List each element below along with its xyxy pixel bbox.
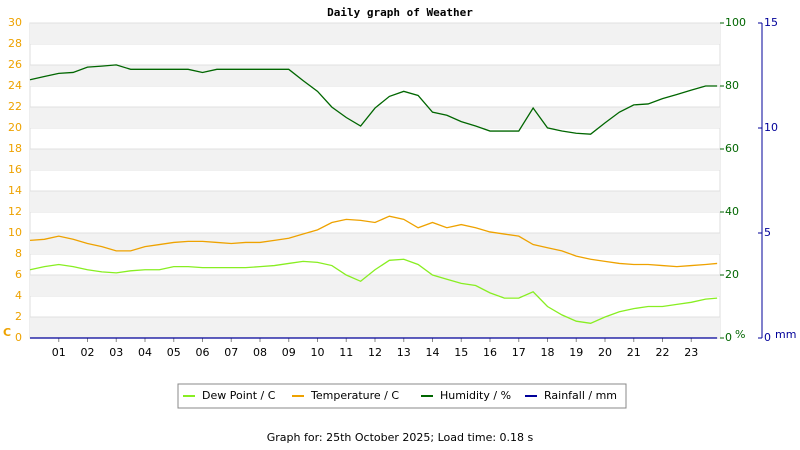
y-tick-label: 18: [8, 142, 22, 155]
y-tick-label: 0: [15, 331, 22, 344]
grid-band: [30, 191, 720, 212]
y-tick-label: 2: [15, 310, 22, 323]
x-tick-label: 04: [138, 346, 152, 359]
y-tick-label: 16: [8, 163, 22, 176]
x-tick-label: 15: [454, 346, 468, 359]
grid-band: [30, 275, 720, 296]
x-tick-label: 19: [569, 346, 583, 359]
grid-band: [30, 149, 720, 170]
x-tick-label: 05: [167, 346, 181, 359]
y3-tick-label: 15: [764, 16, 778, 29]
x-tick-label: 21: [627, 346, 641, 359]
x-tick-label: 03: [109, 346, 123, 359]
y-tick-label: 22: [8, 100, 22, 113]
y2-unit: %: [735, 328, 745, 341]
y-tick-label: 4: [15, 289, 22, 302]
x-tick-label: 14: [426, 346, 440, 359]
legend-label: Humidity / %: [440, 389, 511, 402]
y2-tick-label: 40: [725, 205, 739, 218]
y-tick-label: 14: [8, 184, 22, 197]
y3-tick-label: 10: [764, 121, 778, 134]
y-tick-label: 28: [8, 37, 22, 50]
y-tick-label: 26: [8, 58, 22, 71]
x-tick-label: 20: [598, 346, 612, 359]
legend-label: Rainfall / mm: [544, 389, 617, 402]
y-tick-label: 10: [8, 226, 22, 239]
y3-tick-label: 0: [764, 331, 771, 344]
legend-box: [177, 383, 627, 409]
x-tick-label: 02: [81, 346, 95, 359]
series-line: [29, 64, 718, 135]
x-tick-label: 16: [483, 346, 497, 359]
legend-label: Dew Point / C: [202, 389, 276, 402]
y-tick-label: 20: [8, 121, 22, 134]
x-tick-label: 11: [339, 346, 353, 359]
footer: Graph for: 25th October 2025; Load time:…: [267, 431, 534, 444]
y2-tick-label: 80: [725, 79, 739, 92]
y3-unit: mm: [775, 328, 796, 341]
grid-band: [30, 23, 720, 44]
x-tick-label: 01: [52, 346, 66, 359]
grid-band: [30, 107, 720, 128]
y-tick-label: 8: [15, 247, 22, 260]
x-tick-label: 13: [397, 346, 411, 359]
grid-band: [30, 317, 720, 338]
y-unit: C: [3, 326, 11, 339]
y-tick-label: 12: [8, 205, 22, 218]
x-tick-label: 06: [196, 346, 210, 359]
y-tick-label: 24: [8, 79, 22, 92]
x-tick-label: 10: [311, 346, 325, 359]
y3-tick-label: 5: [764, 226, 771, 239]
x-tick-label: 17: [512, 346, 526, 359]
y-tick-label: 6: [15, 268, 22, 281]
chart-title: Daily graph of Weather: [327, 6, 473, 19]
x-tick-label: 23: [684, 346, 698, 359]
x-tick-label: 07: [224, 346, 238, 359]
y2-tick-label: 60: [725, 142, 739, 155]
series-line: [29, 215, 718, 268]
x-tick-label: 18: [541, 346, 555, 359]
x-tick-label: 08: [253, 346, 267, 359]
y2-tick-label: 20: [725, 268, 739, 281]
legend-label: Temperature / C: [310, 389, 399, 402]
x-tick-label: 12: [368, 346, 382, 359]
y2-tick-label: 100: [725, 16, 746, 29]
series-line: [29, 258, 718, 324]
x-tick-label: 09: [282, 346, 296, 359]
grid-band: [30, 65, 720, 86]
y-tick-label: 30: [8, 16, 22, 29]
x-tick-label: 22: [656, 346, 670, 359]
y2-tick-label: 0: [725, 331, 732, 344]
grid-band: [30, 233, 720, 254]
